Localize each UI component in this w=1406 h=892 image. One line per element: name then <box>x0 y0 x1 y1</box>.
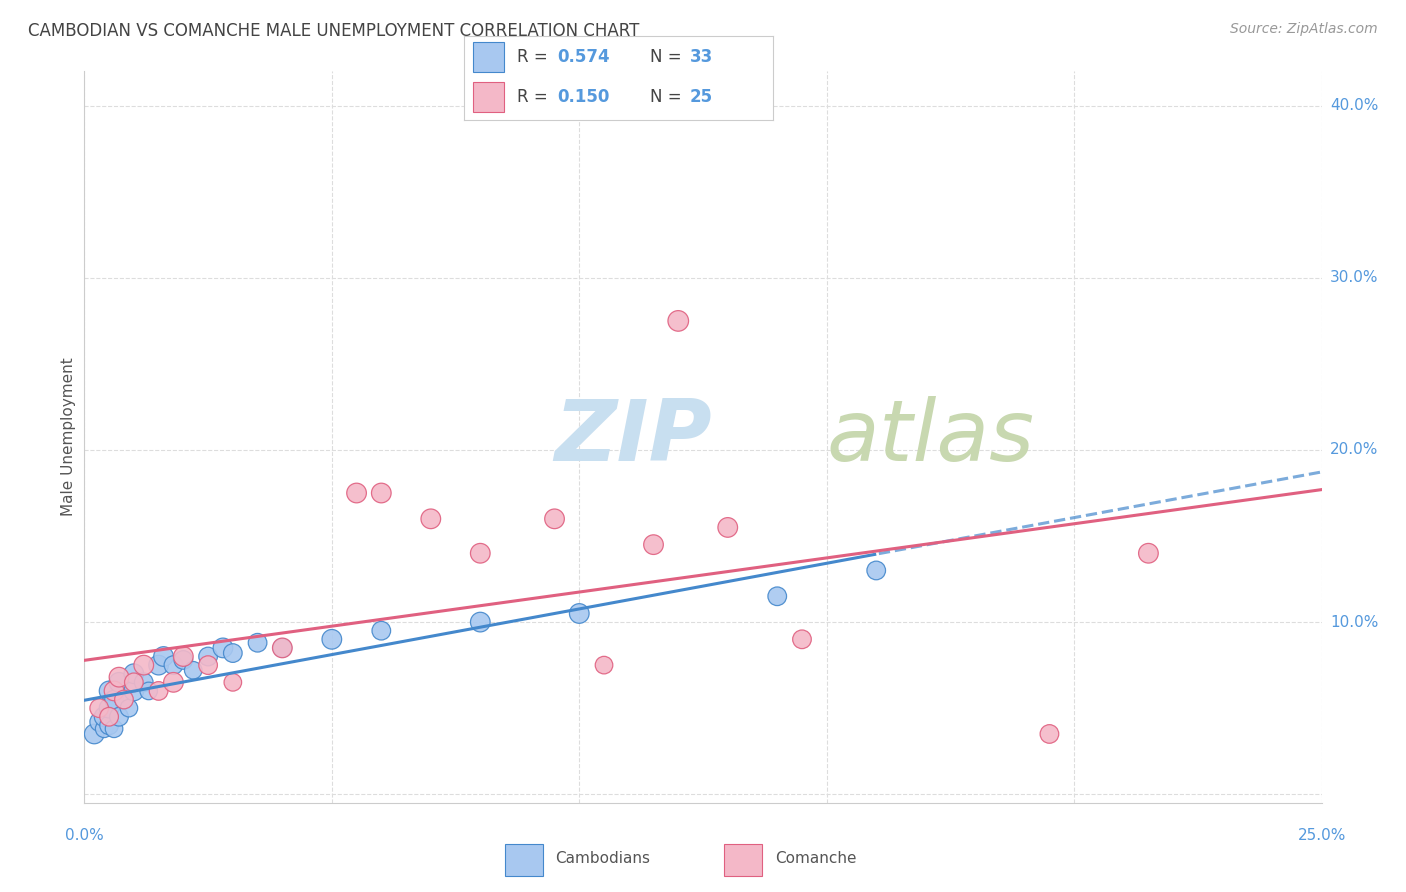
Text: 33: 33 <box>690 48 713 66</box>
Point <box>148 658 170 673</box>
Point <box>148 684 170 698</box>
Text: Source: ZipAtlas.com: Source: ZipAtlas.com <box>1230 22 1378 37</box>
Point <box>152 649 174 664</box>
Point <box>321 632 343 647</box>
Point <box>346 486 368 500</box>
Point <box>89 701 111 715</box>
Point <box>98 701 121 715</box>
Bar <box>505 844 543 876</box>
Point <box>112 692 135 706</box>
Point <box>370 486 392 500</box>
Text: ZIP: ZIP <box>554 395 713 479</box>
Point <box>108 670 131 684</box>
Text: R =: R = <box>516 87 553 105</box>
Point <box>103 722 125 736</box>
Point <box>162 658 184 673</box>
Point <box>122 666 145 681</box>
Point <box>568 607 591 621</box>
Point <box>470 615 492 629</box>
Point <box>717 520 740 534</box>
Point <box>122 675 145 690</box>
Point <box>118 701 141 715</box>
Bar <box>474 82 505 112</box>
Point <box>593 658 616 673</box>
Text: atlas: atlas <box>827 395 1035 479</box>
Point <box>138 684 160 698</box>
Point <box>222 646 245 660</box>
Text: 0.0%: 0.0% <box>65 828 104 843</box>
Text: 0.574: 0.574 <box>557 48 609 66</box>
Point <box>197 649 219 664</box>
Text: N =: N = <box>650 87 686 105</box>
Text: 20.0%: 20.0% <box>1330 442 1378 458</box>
Text: Comanche: Comanche <box>775 851 856 866</box>
Point <box>122 684 145 698</box>
Point <box>83 727 105 741</box>
Point <box>212 640 235 655</box>
Point <box>108 710 131 724</box>
Text: CAMBODIAN VS COMANCHE MALE UNEMPLOYMENT CORRELATION CHART: CAMBODIAN VS COMANCHE MALE UNEMPLOYMENT … <box>28 22 640 40</box>
Text: 10.0%: 10.0% <box>1330 615 1378 630</box>
Point <box>766 589 789 603</box>
Point <box>643 538 665 552</box>
Point <box>790 632 813 647</box>
Point <box>222 675 245 690</box>
Point <box>172 649 194 664</box>
Bar <box>724 844 762 876</box>
Point <box>132 675 155 690</box>
Point <box>162 675 184 690</box>
Point <box>271 640 294 655</box>
Point <box>93 722 115 736</box>
Point <box>181 663 204 677</box>
Point <box>103 684 125 698</box>
Point <box>666 314 689 328</box>
Text: 25: 25 <box>690 87 713 105</box>
Text: 30.0%: 30.0% <box>1330 270 1378 285</box>
Point <box>89 714 111 729</box>
Point <box>543 512 565 526</box>
Text: R =: R = <box>516 48 553 66</box>
Text: N =: N = <box>650 48 686 66</box>
Point <box>370 624 392 638</box>
Point <box>93 710 115 724</box>
Point <box>98 684 121 698</box>
Point <box>1137 546 1160 560</box>
Point <box>865 564 887 578</box>
Text: 40.0%: 40.0% <box>1330 98 1378 113</box>
Point <box>103 692 125 706</box>
Text: 25.0%: 25.0% <box>1298 828 1346 843</box>
Text: 0.150: 0.150 <box>557 87 609 105</box>
Point <box>470 546 492 560</box>
Y-axis label: Male Unemployment: Male Unemployment <box>60 358 76 516</box>
Point <box>271 640 294 655</box>
Point <box>197 658 219 673</box>
Text: Cambodians: Cambodians <box>555 851 651 866</box>
Point <box>419 512 441 526</box>
Point <box>132 658 155 673</box>
Point <box>1038 727 1060 741</box>
Point <box>172 653 194 667</box>
Point <box>112 692 135 706</box>
Point <box>108 675 131 690</box>
Point <box>246 636 269 650</box>
Point <box>98 710 121 724</box>
Bar <box>474 43 505 72</box>
Point <box>98 718 121 732</box>
